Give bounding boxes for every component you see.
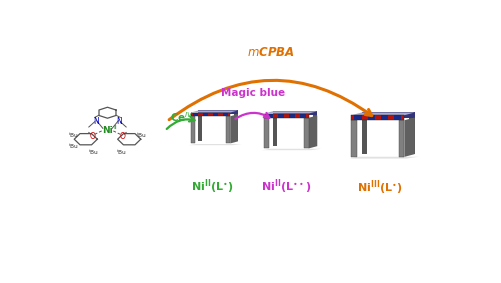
FancyArrowPatch shape [235,113,269,119]
Polygon shape [264,113,266,118]
Polygon shape [398,120,404,157]
Polygon shape [351,115,354,120]
Text: $^t$Bu: $^t$Bu [68,142,79,151]
Text: Ni$^{\mathregular{II}}$(L$^{\bullet\bullet}$): Ni$^{\mathregular{II}}$(L$^{\bullet\bull… [261,177,311,196]
Text: Ni: Ni [102,126,113,135]
Polygon shape [304,118,308,149]
Polygon shape [351,112,414,115]
Polygon shape [227,113,230,116]
Polygon shape [306,113,308,118]
Polygon shape [374,115,380,120]
Polygon shape [351,115,404,120]
Polygon shape [272,115,277,146]
Polygon shape [233,114,237,142]
Polygon shape [387,115,393,120]
Polygon shape [198,114,202,142]
Polygon shape [226,116,230,143]
Text: Ce$^{IV}$: Ce$^{IV}$ [170,110,194,124]
Polygon shape [218,113,222,116]
Polygon shape [401,115,404,120]
Polygon shape [349,157,418,158]
Polygon shape [361,117,366,154]
Polygon shape [262,149,321,150]
Polygon shape [264,113,308,118]
Polygon shape [404,117,414,157]
Polygon shape [264,118,268,149]
Polygon shape [272,113,277,118]
Polygon shape [198,113,202,116]
Text: $m$CPBA: $m$CPBA [246,46,294,59]
Text: N: N [116,117,122,126]
Polygon shape [190,113,193,116]
Polygon shape [308,115,317,149]
Polygon shape [208,113,212,116]
Polygon shape [312,115,317,146]
Polygon shape [361,112,414,117]
Text: $^t$Bu: $^t$Bu [88,148,99,157]
Polygon shape [284,113,289,118]
Polygon shape [198,110,237,114]
Polygon shape [190,110,237,113]
Text: $^t$Bu: $^t$Bu [116,148,127,157]
Polygon shape [295,113,300,118]
Text: Ni$^{\mathregular{III}}$(L$^{\bullet}$): Ni$^{\mathregular{III}}$(L$^{\bullet}$) [356,178,402,197]
Text: O: O [89,132,95,141]
Polygon shape [351,120,356,157]
Text: Magic blue: Magic blue [221,88,285,98]
Text: $^t$Bu: $^t$Bu [136,131,147,140]
FancyArrowPatch shape [169,80,371,120]
FancyArrowPatch shape [166,117,194,129]
Text: $^t$Bu: $^t$Bu [68,131,79,140]
Text: N: N [93,117,99,126]
Polygon shape [361,115,367,120]
Text: II: II [114,125,117,130]
Polygon shape [190,113,230,116]
Polygon shape [408,117,414,154]
Polygon shape [272,111,317,115]
Polygon shape [264,111,317,113]
Text: Ni$^{\mathregular{II}}$(L$^{\bullet}$): Ni$^{\mathregular{II}}$(L$^{\bullet}$) [191,177,233,196]
Polygon shape [190,116,194,143]
Text: O: O [119,132,125,141]
Polygon shape [230,114,237,143]
Polygon shape [188,144,241,145]
